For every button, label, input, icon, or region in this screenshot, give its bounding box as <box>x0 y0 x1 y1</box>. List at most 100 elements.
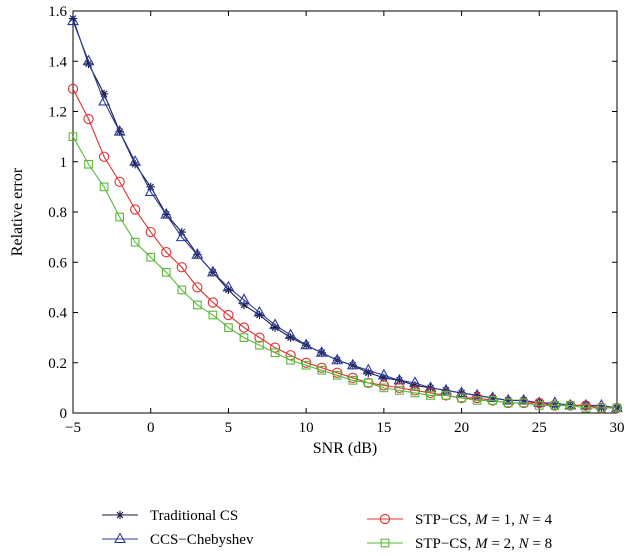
y-tick-label: 1 <box>60 155 68 171</box>
triangle-marker <box>222 280 235 292</box>
y-tick-label: 1.4 <box>48 54 67 70</box>
series-3 <box>67 83 623 414</box>
triangle-marker <box>82 54 95 66</box>
circle-marker <box>161 247 172 258</box>
legend-label-part: = 2, <box>488 536 519 552</box>
square-marker <box>224 323 233 332</box>
series-line <box>72 88 617 409</box>
square-marker <box>472 396 482 405</box>
legend-item: STP−CS, M = 1, N = 4 <box>367 512 553 528</box>
circle-marker <box>316 362 327 373</box>
square-marker <box>534 401 544 410</box>
square-marker <box>99 182 109 192</box>
x-tick-label: 25 <box>532 420 547 436</box>
y-tick-label: 0.6 <box>48 255 67 271</box>
square-marker <box>317 365 327 375</box>
triangle-marker <box>98 94 111 106</box>
circle-marker <box>471 392 483 404</box>
series-4 <box>68 132 622 413</box>
square-marker <box>68 132 78 141</box>
square-marker <box>146 252 156 262</box>
legend-item: CCS−Chebyshev <box>102 532 254 548</box>
circle-marker <box>223 309 234 321</box>
square-marker <box>519 398 529 408</box>
circle-marker <box>425 387 436 399</box>
y-tick-label: 0.2 <box>48 356 67 372</box>
circle-marker <box>394 382 405 394</box>
circle-marker <box>67 83 79 95</box>
legend-item: Traditional CS <box>102 508 238 524</box>
circle-marker <box>409 385 421 396</box>
circle-marker <box>176 262 187 273</box>
series-1 <box>68 14 622 413</box>
square-marker <box>379 383 389 393</box>
x-tick-label: −5 <box>65 420 81 436</box>
triangle-marker <box>114 532 126 544</box>
asterisk-marker <box>286 333 295 342</box>
x-axis: −5 0 5 10 15 20 25 30 <box>65 11 625 436</box>
circle-marker <box>192 282 203 293</box>
legend-item: STP−CS, M = 2, N = 8 <box>367 536 552 552</box>
series-line <box>72 20 618 409</box>
y-axis: 0 0.2 0.4 0.6 0.8 1 1.2 1.4 1.6 <box>48 4 617 422</box>
triangle-marker <box>300 338 313 350</box>
square-marker <box>566 401 575 410</box>
triangle-marker <box>67 14 79 26</box>
square-marker <box>301 360 311 370</box>
square-marker <box>255 340 264 350</box>
legend-label: Traditional CS <box>150 508 238 524</box>
square-marker <box>457 393 466 403</box>
plot-border <box>72 10 618 414</box>
x-tick-label: 15 <box>376 420 391 436</box>
square-marker <box>612 403 622 413</box>
legend-label-part: = 4 <box>529 512 553 528</box>
legend-label-part: = 1, <box>488 512 519 528</box>
circle-marker <box>378 380 390 391</box>
square-marker <box>550 401 560 410</box>
square-marker <box>192 300 202 310</box>
triangle-marker <box>440 383 452 395</box>
square-marker <box>115 212 124 222</box>
triangle-marker <box>144 185 157 196</box>
triangle-marker <box>331 353 344 365</box>
square-marker <box>597 403 606 413</box>
circle-marker <box>238 322 250 333</box>
legend-label: STP−CS, M = 1, N = 4 <box>415 512 553 528</box>
square-marker <box>286 355 295 365</box>
x-tick-label: 20 <box>454 420 469 436</box>
square-marker <box>503 398 513 408</box>
series-line <box>72 136 617 409</box>
triangle-marker <box>191 248 204 259</box>
triangle-marker <box>284 328 297 340</box>
circle-marker <box>379 513 391 525</box>
series-2 <box>67 14 623 413</box>
square-marker <box>84 159 93 169</box>
square-marker <box>130 237 140 247</box>
y-tick-label: 0.8 <box>48 205 67 221</box>
triangle-marker <box>269 318 281 330</box>
square-marker <box>332 370 342 380</box>
square-marker <box>380 538 390 548</box>
square-marker <box>426 391 435 400</box>
y-tick-label: 1.2 <box>48 105 67 121</box>
circle-marker <box>534 397 545 409</box>
square-marker <box>208 310 218 320</box>
circle-marker <box>347 372 358 383</box>
x-tick-label: 5 <box>225 420 233 436</box>
legend-label: CCS−Chebyshev <box>150 532 254 548</box>
triangle-marker <box>113 124 126 136</box>
legend-label-part: STP−CS, <box>415 536 475 552</box>
asterisk-marker <box>130 160 140 169</box>
square-marker <box>410 388 420 398</box>
triangle-marker <box>253 305 266 317</box>
square-marker <box>363 378 373 388</box>
legend-label-part: = 8 <box>529 536 552 552</box>
triangle-marker <box>129 155 142 166</box>
triangle-marker <box>160 207 173 219</box>
circle-marker <box>332 367 343 378</box>
legend: Traditional CS CCS−Chebyshev STP−CS, M = 1… <box>102 508 553 552</box>
circle-marker <box>145 226 156 238</box>
circle-marker <box>83 113 94 125</box>
circle-marker <box>114 176 125 187</box>
